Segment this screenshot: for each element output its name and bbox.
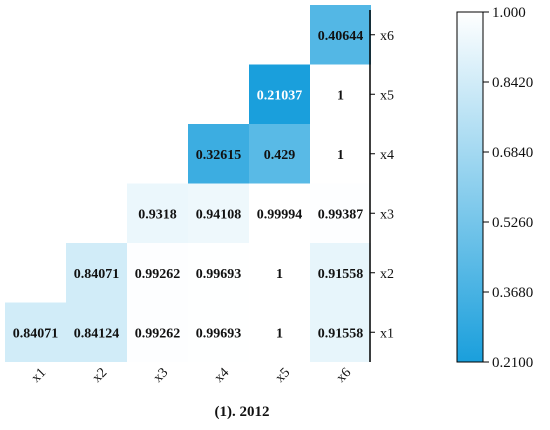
heatmap-cell: [249, 302, 310, 362]
x-tick-label: x3: [151, 365, 172, 386]
x-tick-labels: x1 x2 x3 x4 x5 x6: [29, 365, 355, 386]
heatmap-cell: [127, 243, 188, 303]
heatmap-cell-label: 0.9318: [138, 207, 177, 222]
heatmap-cell-label: 0.99693: [196, 326, 242, 341]
heatmap-cell: [5, 302, 66, 362]
y-tick-label: x1: [380, 326, 394, 341]
heatmap-cell-label: 0.429: [264, 148, 296, 163]
colorbar-tick-label: 0.6840: [492, 145, 533, 161]
x-tick-label: x5: [273, 365, 294, 386]
heatmap-cell-label: 0.99994: [257, 207, 303, 222]
heatmap-cell-label: 0.99262: [135, 326, 181, 341]
heatmap-cell-label: 0.91558: [318, 267, 364, 282]
heatmap-cell-label: 0.94108: [196, 207, 242, 222]
heatmap-cell: [66, 243, 127, 303]
heatmap-cell: [249, 124, 310, 184]
y-tick-label: x6: [380, 29, 394, 44]
heatmap-cell: [310, 64, 371, 124]
heatmap-cell: [310, 302, 371, 362]
heatmap-cell: [127, 183, 188, 243]
heatmap-cell: [188, 243, 249, 303]
y-tick-labels: x1 x2 x3 x4 x5 x6: [370, 29, 394, 341]
y-tick-label: x5: [380, 88, 394, 103]
heatmap-cell-label: 0.99262: [135, 267, 181, 282]
colorbar-ticks: 1.000 0.8420 0.6840 0.5260 0.3680 0.2100: [483, 5, 533, 371]
heatmap-cell: [310, 124, 371, 184]
heatmap-cell: [249, 64, 310, 124]
heatmap-cell: [310, 5, 371, 65]
colorbar-tick-label: 0.5260: [492, 215, 533, 231]
x-tick-label: x6: [334, 365, 355, 386]
heatmap-cell-label: 1: [337, 148, 344, 163]
heatmap-cell-label: 0.84071: [13, 326, 59, 341]
heatmap-cell-label: 1: [276, 326, 283, 341]
x-tick-label: x1: [29, 365, 50, 386]
heatmap-cell-label: 1: [337, 88, 344, 103]
heatmap-cell: [249, 183, 310, 243]
heatmap-cell-label: 0.84071: [74, 267, 120, 282]
colorbar: [456, 11, 484, 363]
colorbar-tick-label: 0.8420: [492, 75, 533, 91]
heatmap-cell: [127, 302, 188, 362]
heatmap-cell-label: 0.40644: [318, 29, 364, 44]
heatmap-cell-label: 1: [276, 267, 283, 282]
heatmap-cell: [310, 183, 371, 243]
heatmap-cell: [66, 302, 127, 362]
heatmap-cells: 0.84071 0.84124 0.99262 0.99693 1 0.91558 0.84…: [5, 5, 371, 362]
heatmap-cell: [188, 183, 249, 243]
y-tick-label: x3: [380, 207, 394, 222]
colorbar-tick-label: 0.2100: [492, 355, 533, 371]
heatmap-cell: [310, 243, 371, 303]
heatmap-cell-label: 0.91558: [318, 326, 364, 341]
chart-title: (1). 2012: [215, 404, 270, 420]
heatmap-cell-label: 0.32615: [196, 148, 242, 163]
heatmap-cell-label: 0.84124: [74, 326, 120, 341]
colorbar-tick-label: 0.3680: [492, 285, 533, 301]
colorbar-gradient: [456, 11, 484, 363]
colorbar-tick-label: 1.000: [492, 5, 526, 21]
heatmap-cell: [249, 243, 310, 303]
heatmap-cell-label: 0.99387: [318, 207, 364, 222]
heatmap-cell: [188, 302, 249, 362]
heatmap-cell-label: 0.21037: [257, 88, 303, 103]
heatmap-cell-label: 0.99693: [196, 267, 242, 282]
x-tick-label: x4: [212, 365, 233, 386]
heatmap-cell: [188, 124, 249, 184]
y-tick-label: x2: [380, 267, 394, 282]
x-tick-label: x2: [90, 365, 111, 386]
y-tick-label: x4: [380, 148, 394, 163]
